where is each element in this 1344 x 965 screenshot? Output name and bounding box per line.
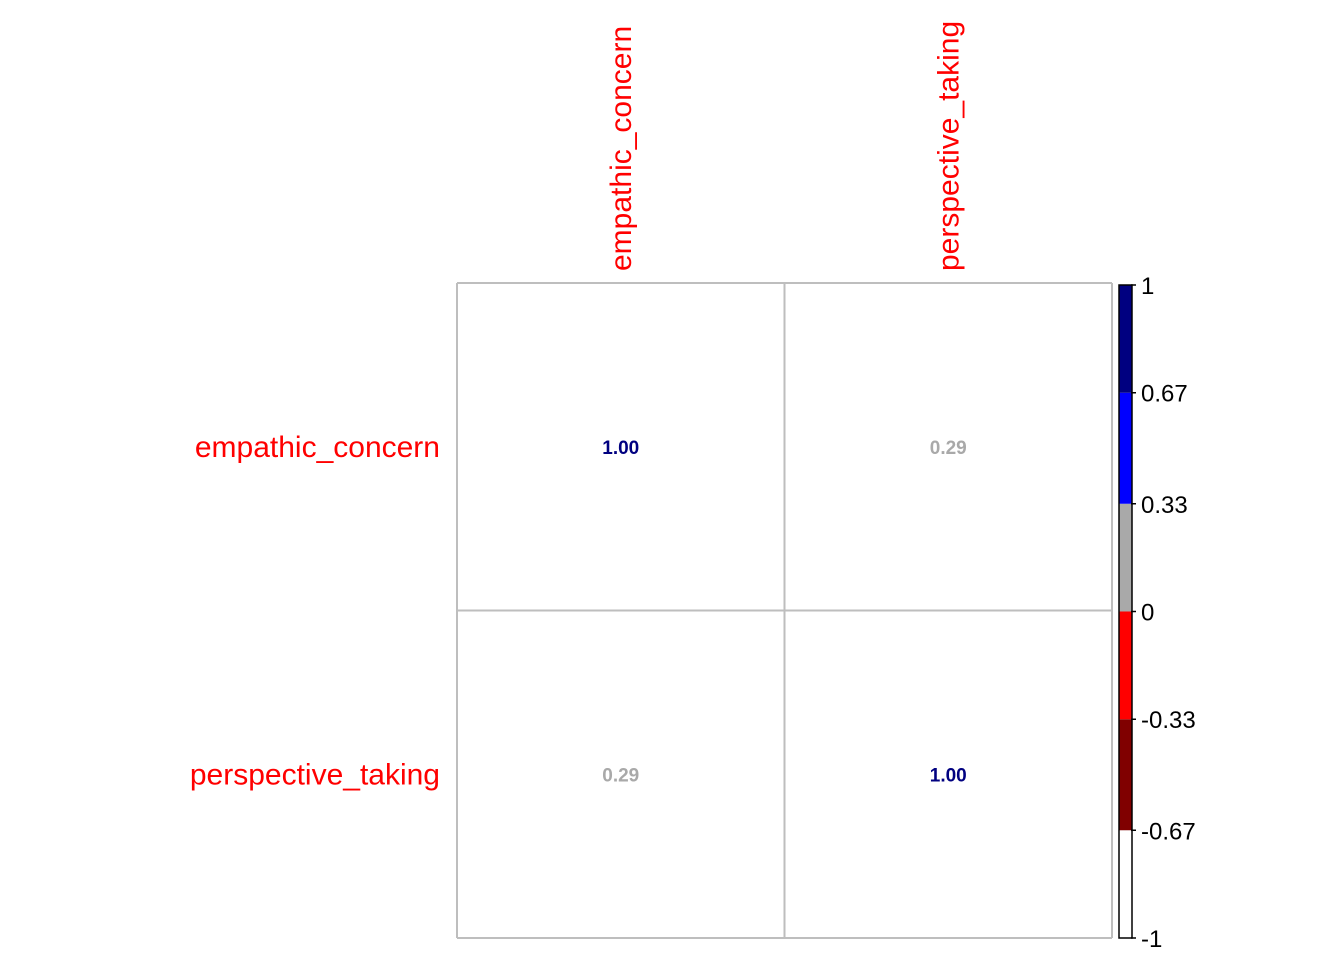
- row-label: empathic_concern: [195, 431, 440, 464]
- legend-tick-label: 0.67: [1141, 381, 1188, 408]
- legend-tick-label: -1: [1141, 926, 1162, 953]
- column-label: perspective_taking: [932, 21, 965, 271]
- legend-tick-label: -0.67: [1141, 818, 1196, 845]
- heatmap-cells: [457, 283, 1112, 938]
- color-legend: 1 0.67 0.33 0 -0.33 -0.67 -1: [1118, 273, 1196, 953]
- legend-tick-label: 0.33: [1141, 492, 1188, 519]
- heatmap-cell: [784, 610, 1112, 938]
- heatmap-cell: [457, 283, 785, 611]
- legend-color-bin: [1119, 719, 1132, 831]
- legend-color-bin: [1119, 830, 1132, 938]
- legend-tick-label: 0: [1141, 600, 1154, 627]
- legend-color-bin: [1119, 503, 1132, 612]
- row-label: perspective_taking: [190, 758, 440, 791]
- row-labels: empathic_concern perspective_taking: [190, 431, 440, 792]
- column-label: empathic_concern: [605, 26, 638, 271]
- cell-value-label: 0.29: [930, 438, 967, 459]
- legend-tick-label: -0.33: [1141, 707, 1196, 734]
- cell-value-label: 1.00: [930, 765, 967, 786]
- cell-value-label: 0.29: [602, 765, 639, 786]
- cell-value-label: 1.00: [602, 438, 639, 459]
- legend-tick-label: 1: [1141, 273, 1154, 300]
- heatmap-cell: [457, 610, 785, 938]
- legend-color-bin: [1119, 392, 1132, 504]
- heatmap-cell: [784, 283, 1112, 611]
- heatmap-grid: [456, 282, 1113, 939]
- legend-color-bin: [1119, 611, 1132, 720]
- cell-value-labels: 1.00 0.29 0.29 1.00: [602, 438, 966, 787]
- column-labels: empathic_concern perspective_taking: [605, 21, 966, 271]
- legend-color-bin: [1119, 285, 1132, 393]
